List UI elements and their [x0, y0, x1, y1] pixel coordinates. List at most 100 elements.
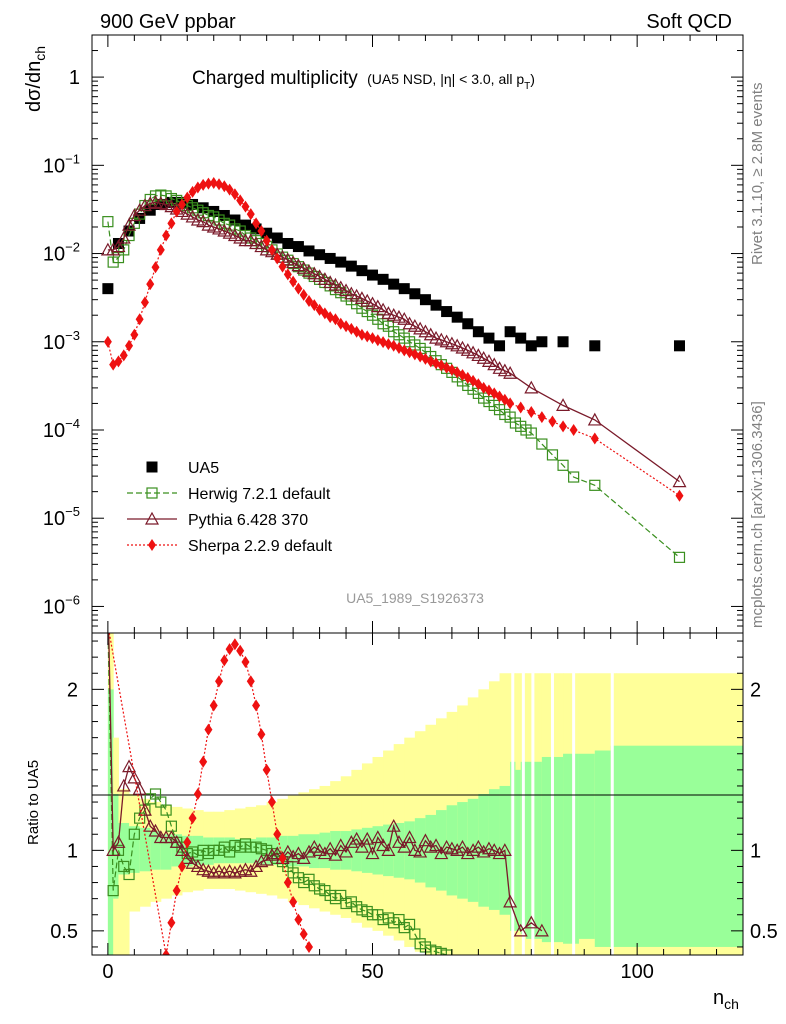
main-point-pythia	[185, 209, 200, 223]
main-point-data	[303, 245, 315, 257]
main-y-label-text: dσ/dn	[23, 61, 45, 112]
main-y-tick-base: 10	[43, 155, 65, 177]
ratio-point-pythia	[233, 864, 248, 877]
ratio-series-pythia	[106, 633, 549, 937]
ratio-point-sherpa	[225, 643, 234, 656]
x-axis-label-text: n	[713, 987, 724, 1009]
main-panel: 10−610−510−410−310−210−11 Charged multip…	[23, 34, 744, 634]
ratio-point-pythia	[249, 859, 264, 873]
main-point-sherpa	[204, 177, 213, 190]
ratio-inner-band	[234, 839, 246, 864]
ratio-point-pythia	[164, 830, 179, 844]
ratio-point-pythia	[254, 854, 269, 868]
ratio-series-sherpa	[108, 633, 313, 955]
main-point-data	[377, 273, 389, 285]
ratio-inner-band	[319, 832, 331, 869]
main-point-data	[409, 288, 421, 300]
ratio-point-sherpa	[188, 812, 197, 825]
ratio-point-herwig	[160, 804, 172, 816]
main-point-pythia	[339, 283, 354, 297]
main-point-pythia	[481, 354, 496, 367]
ratio-inner-band	[107, 689, 114, 955]
main-y-label: dσ/dnch	[23, 46, 48, 112]
ratio-point-pythia	[460, 846, 475, 860]
main-point-sherpa	[373, 334, 382, 347]
main-point-pythia	[111, 239, 126, 253]
ratio-point-pythia	[137, 802, 152, 816]
ratio-point-pythia	[365, 846, 380, 860]
main-point-sherpa	[363, 330, 372, 343]
ratio-point-pythia	[524, 915, 539, 929]
main-title: Charged multiplicity (UA5 NSD, |η| < 3.0…	[192, 68, 535, 92]
ratio-point-pythia	[487, 843, 502, 856]
ratio-inner-band	[277, 835, 289, 865]
main-point-pythia	[365, 296, 380, 310]
main-point-pythia	[333, 280, 348, 294]
ratio-point-pythia	[116, 778, 131, 792]
main-point-herwig	[536, 438, 548, 450]
main-point-sherpa	[241, 200, 250, 213]
ratio-point-pythia	[423, 839, 438, 853]
ratio-point-pythia	[492, 846, 507, 860]
main-point-sherpa	[384, 338, 393, 351]
ratio-inner-band	[526, 761, 532, 939]
ratio-band-gap	[511, 633, 515, 955]
ratio-point-pythia	[127, 770, 142, 784]
main-point-pythia	[116, 230, 131, 244]
main-point-sherpa	[177, 198, 186, 211]
ratio-point-sherpa	[241, 655, 250, 668]
ratio-point-pythia	[106, 843, 121, 856]
ratio-point-sherpa	[193, 788, 202, 800]
main-title-sub: (UA5 NSD, |η| < 3.0, all p	[367, 71, 524, 87]
ratio-point-sherpa	[252, 699, 261, 712]
main-point-sherpa	[590, 432, 599, 445]
main-y-tick-exp: −2	[65, 240, 80, 255]
main-series-herwig	[102, 189, 686, 563]
ratio-point-sherpa	[215, 675, 224, 688]
ratio-point-pythia	[455, 839, 470, 853]
ratio-point-pythia	[466, 843, 481, 856]
ratio-point-pythia	[270, 846, 285, 860]
main-point-data	[673, 340, 685, 352]
ratio-point-sherpa	[220, 654, 229, 667]
ratio-point-pythia	[286, 849, 301, 863]
main-point-sherpa	[199, 178, 208, 191]
main-y-tick-base: 10	[43, 332, 65, 354]
main-point-sherpa	[267, 243, 276, 256]
main-point-sherpa	[331, 313, 340, 326]
legend-item-pythia: Pythia 6.428 370	[127, 511, 308, 529]
main-point-data	[261, 227, 273, 239]
ratio-point-herwig	[435, 947, 447, 955]
main-point-data	[494, 340, 506, 352]
ratio-point-sherpa	[257, 728, 266, 741]
main-point-sherpa	[135, 313, 144, 326]
main-point-pythia	[407, 318, 422, 332]
header-left: 900 GeV ppbar	[100, 11, 236, 33]
main-point-pythia	[587, 412, 602, 426]
main-point-sherpa	[151, 261, 160, 274]
main-point-sherpa	[357, 328, 366, 341]
main-point-data	[419, 294, 431, 306]
main-point-data	[367, 269, 379, 281]
main-point-pythia	[280, 252, 295, 266]
ratio-band-gap	[531, 633, 535, 955]
ratio-point-pythia	[264, 847, 279, 861]
ratio-point-pythia	[402, 830, 417, 844]
ratio-uncertainty-bands	[107, 633, 743, 955]
main-point-sherpa	[294, 282, 303, 295]
main-point-herwig	[102, 216, 114, 228]
main-point-pythia	[370, 299, 385, 313]
ratio-point-pythia	[301, 844, 317, 858]
ratio-point-pythia	[434, 846, 449, 860]
ratio-point-herwig	[128, 828, 140, 840]
ratio-y-tick-label-right: 2	[750, 679, 761, 701]
main-point-pythia	[672, 474, 687, 488]
ratio-point-pythia	[397, 839, 412, 853]
main-point-pythia	[137, 198, 152, 212]
ratio-point-pythia	[360, 831, 375, 845]
ratio-point-pythia	[323, 841, 338, 855]
ratio-y-label: Ratio to UA5	[25, 760, 42, 845]
main-point-sherpa	[209, 177, 218, 190]
ratio-panel: 0.5 0.5 1 1 2 2 0 50 100 Ratio to UA5 nch	[25, 632, 778, 1012]
ratio-point-pythia	[328, 847, 343, 861]
